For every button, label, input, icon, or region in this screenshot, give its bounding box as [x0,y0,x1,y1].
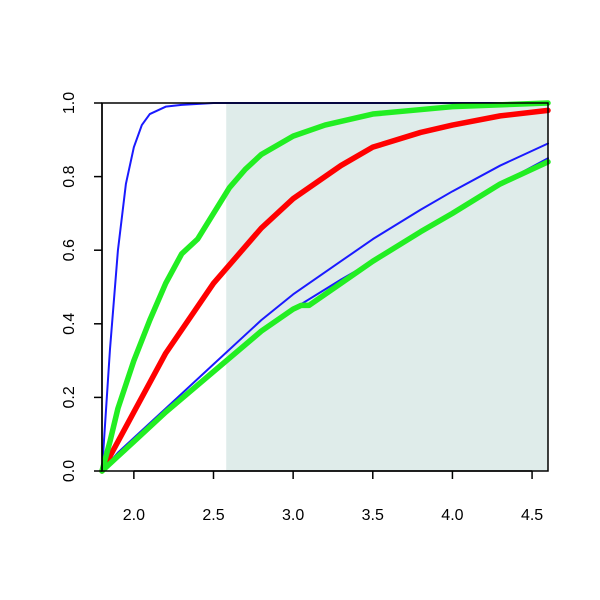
x-tick-label: 3.0 [282,507,304,524]
y-tick-label: 0.0 [61,460,78,482]
y-tick-label: 0.8 [61,165,78,187]
y-tick-label: 0.6 [61,239,78,261]
x-tick-label: 2.5 [202,507,224,524]
y-axis: 0.0 0.2 0.4 0.6 0.8 1.0 [61,92,103,482]
series-line-4 [99,107,551,474]
y-tick-label: 0.4 [61,313,78,335]
y-tick-label: 0.2 [61,386,78,408]
x-tick-label: 2.0 [123,507,145,524]
x-axis: 2.0 2.5 3.0 3.5 4.0 4.5 [123,470,543,524]
x-tick-label: 4.0 [441,507,463,524]
series-line-6 [99,159,551,474]
shaded-region [226,103,548,471]
x-tick-label: 3.5 [362,507,384,524]
y-tick-label: 1.0 [61,92,78,114]
series-layer [99,100,551,474]
x-tick-label: 4.5 [521,507,543,524]
series-line-5 [99,100,551,474]
